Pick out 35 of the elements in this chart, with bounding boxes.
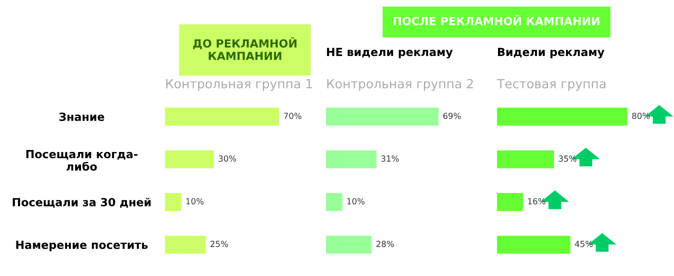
bar [326, 193, 342, 211]
data-label: 69% [443, 112, 461, 120]
data-label: 30% [218, 155, 236, 162]
bar [165, 193, 182, 211]
data-label: 25% [210, 240, 228, 248]
chart-title: Контрольная группа 1 [166, 79, 312, 91]
data-label: 10% [347, 198, 365, 204]
chart-title: Тестовая группа [496, 79, 606, 91]
data-label: 35% [558, 155, 576, 162]
y-tick-label: Посещали когда-либо [26, 150, 138, 171]
data-label: 31% [381, 155, 399, 162]
bar [326, 150, 377, 168]
bar [165, 108, 280, 126]
bar [165, 150, 214, 168]
bar [326, 236, 372, 254]
bar [497, 193, 524, 211]
chart-title: Контрольная группа 2 [327, 78, 473, 91]
text: ПОСЛЕ РЕКЛАМНОЙ КАМПАНИИ [394, 14, 600, 26]
chart-subtitle: Видели рекламу [498, 48, 604, 58]
chart-subtitle: НЕ видели рекламу [327, 48, 453, 58]
bar [326, 108, 438, 126]
data-label: 16% [528, 198, 546, 204]
y-tick-label: Намерение посетить [16, 240, 148, 252]
text: ДО РЕКЛАМНОЙ КАМПАНИИ [193, 37, 296, 60]
y-tick-label: Посещали за 30 дней [12, 198, 151, 208]
bar [497, 236, 570, 254]
y-tick-label: Знание [59, 112, 104, 121]
data-label: 28% [376, 240, 394, 248]
bar [497, 150, 554, 168]
data-label: 10% [186, 198, 204, 204]
bar [165, 236, 206, 254]
data-label: 70% [284, 112, 302, 120]
data-label: 45% [574, 240, 593, 248]
bar [497, 108, 628, 126]
data-label: 80% [632, 112, 650, 120]
